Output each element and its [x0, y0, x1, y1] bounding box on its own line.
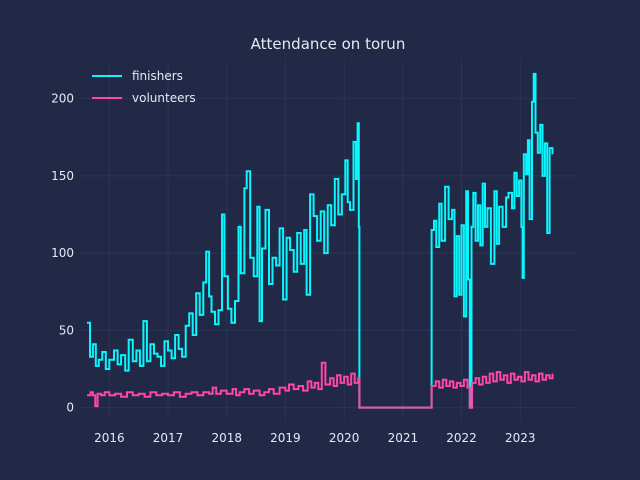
legend-label-finishers: finishers: [132, 69, 183, 83]
x-tick-label: 2017: [153, 431, 184, 445]
x-tick-label: 2020: [329, 431, 360, 445]
x-tick-label: 2023: [505, 431, 536, 445]
series-lines: [87, 72, 554, 409]
x-tick-label: 2022: [446, 431, 477, 445]
series-line-volunteers: [87, 361, 554, 409]
x-tick-label: 2021: [388, 431, 419, 445]
x-tick-label: 2019: [270, 431, 301, 445]
y-axis: 0 50 100 150 200: [51, 92, 74, 415]
x-tick-label: 2016: [94, 431, 125, 445]
chart-title: Attendance on torun: [251, 35, 406, 53]
y-tick-label: 50: [59, 323, 74, 337]
x-axis: 2016 2017 2018 2019 2020 2021 2022 2023: [94, 431, 535, 445]
y-tick-label: 0: [66, 401, 74, 415]
y-tick-label: 200: [51, 92, 74, 106]
legend: finishers volunteers: [92, 69, 196, 105]
legend-label-volunteers: volunteers: [132, 91, 196, 105]
y-tick-label: 100: [51, 246, 74, 260]
series-line-finishers: [87, 72, 554, 409]
x-tick-label: 2018: [211, 431, 242, 445]
y-tick-label: 150: [51, 169, 74, 183]
